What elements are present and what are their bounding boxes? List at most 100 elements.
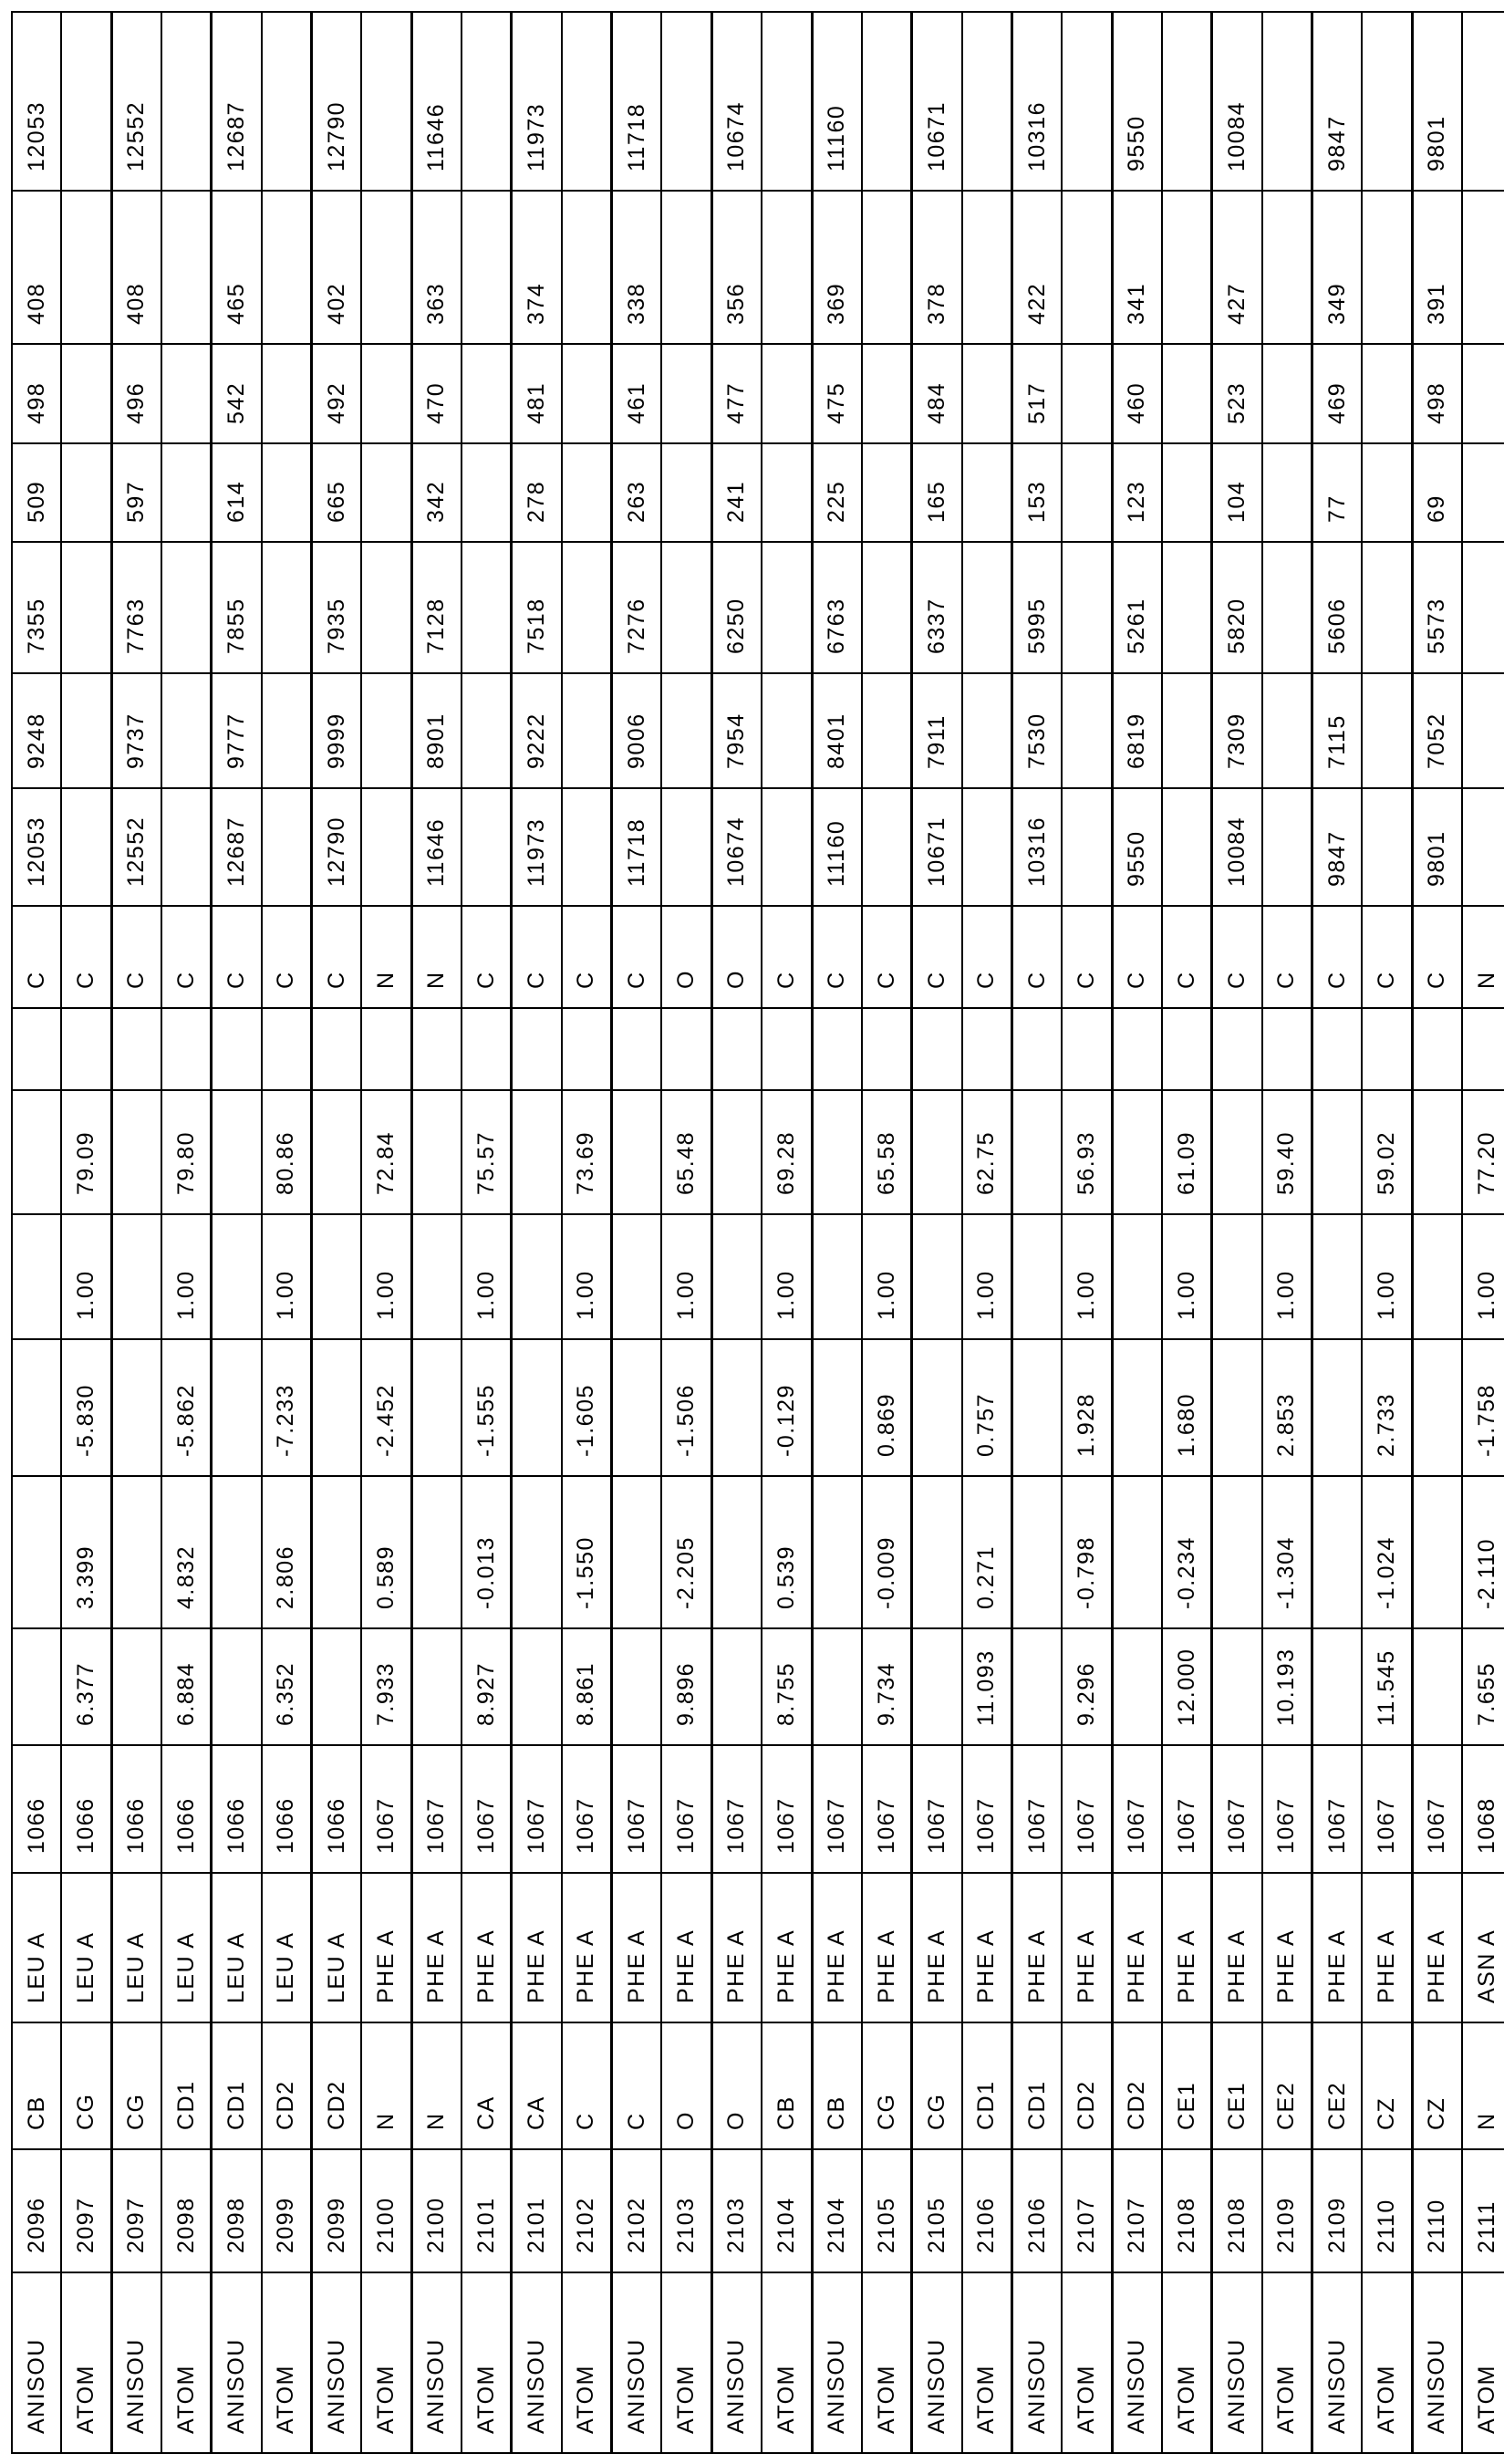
cell-residue-seq: 1067 xyxy=(912,1745,962,1873)
cell-y xyxy=(1011,1476,1062,1628)
cell-serial: 2109 xyxy=(1312,2149,1362,2272)
cell-x: 9.734 xyxy=(862,1628,912,1745)
cell-x: 11.545 xyxy=(1362,1628,1412,1745)
cell-u12: 597 xyxy=(111,443,161,542)
cell-u23: 369 xyxy=(812,191,862,344)
cell-u33 xyxy=(262,542,312,673)
cell-serial: 2105 xyxy=(912,2149,962,2272)
cell-z xyxy=(212,1339,262,1476)
cell-serial: 2103 xyxy=(661,2149,711,2272)
cell-u13: 523 xyxy=(1212,344,1262,443)
cell-b-factor: 80.86 xyxy=(262,1090,312,1214)
cell-atom-name: CD1 xyxy=(161,2022,212,2149)
cell-x xyxy=(1412,1628,1462,1745)
cell-element: C xyxy=(1062,906,1112,1008)
cell-u22: 8901 xyxy=(411,673,462,788)
cell-residue-seq: 1067 xyxy=(1112,1745,1162,1873)
cell-value xyxy=(1362,12,1412,191)
cell-y: 3.399 xyxy=(61,1476,111,1628)
table-row: ANISOU2098CD1LEU A1066C12687977778556145… xyxy=(212,12,262,2453)
cell-y xyxy=(512,1476,562,1628)
cell-residue: LEU A xyxy=(312,1873,362,2022)
cell-atom-name: CE2 xyxy=(1262,2022,1312,2149)
cell-u11: 9801 xyxy=(1412,788,1462,906)
cell-b-factor xyxy=(512,1090,562,1214)
cell-u12 xyxy=(562,443,612,542)
cell-serial: 2109 xyxy=(1262,2149,1312,2272)
cell-u22: 9006 xyxy=(612,673,662,788)
cell-blank xyxy=(1162,1008,1212,1090)
cell-y: -2.110 xyxy=(1462,1476,1504,1628)
cell-serial: 2100 xyxy=(361,2149,411,2272)
cell-u23 xyxy=(1162,191,1212,344)
cell-u33 xyxy=(962,542,1012,673)
cell-element: C xyxy=(612,906,662,1008)
cell-atom-name: CZ xyxy=(1362,2022,1412,2149)
cell-residue-seq: 1067 xyxy=(1362,1745,1412,1873)
cell-blank xyxy=(512,1008,562,1090)
cell-u22: 9222 xyxy=(512,673,562,788)
cell-element: C xyxy=(862,906,912,1008)
cell-atom-name: CG xyxy=(111,2022,161,2149)
cell-u33: 7518 xyxy=(512,542,562,673)
cell-y: 0.539 xyxy=(762,1476,812,1628)
cell-u23 xyxy=(661,191,711,344)
cell-u33: 7855 xyxy=(212,542,262,673)
cell-z xyxy=(912,1339,962,1476)
cell-occupancy xyxy=(612,1214,662,1339)
cell-residue-seq: 1066 xyxy=(61,1745,111,1873)
table-row: ANISOU2106CD1PHE A1067C10316753059951535… xyxy=(1011,12,1062,2453)
cell-occupancy xyxy=(411,1214,462,1339)
cell-value: 10671 xyxy=(912,12,962,191)
cell-serial: 2110 xyxy=(1362,2149,1412,2272)
cell-b-factor: 62.75 xyxy=(962,1090,1012,1214)
cell-u13: 481 xyxy=(512,344,562,443)
cell-serial: 2098 xyxy=(161,2149,212,2272)
cell-z: 1.928 xyxy=(1062,1339,1112,1476)
cell-value xyxy=(262,12,312,191)
table-row: ANISOU2101CAPHE A1067C119739222751827848… xyxy=(512,12,562,2453)
cell-atom-name: CG xyxy=(912,2022,962,2149)
cell-u12 xyxy=(1462,443,1504,542)
cell-u13: 461 xyxy=(612,344,662,443)
cell-value: 11160 xyxy=(812,12,862,191)
cell-y: -2.205 xyxy=(661,1476,711,1628)
cell-blank xyxy=(962,1008,1012,1090)
cell-occupancy: 1.00 xyxy=(661,1214,711,1339)
cell-record-type: ATOM xyxy=(161,2272,212,2453)
cell-u23 xyxy=(862,191,912,344)
cell-u12: 77 xyxy=(1312,443,1362,542)
cell-u12: 165 xyxy=(912,443,962,542)
cell-record-type: ANISOU xyxy=(12,2272,61,2453)
cell-atom-name: CD2 xyxy=(1112,2022,1162,2149)
cell-record-type: ANISOU xyxy=(1011,2272,1062,2453)
rotated-table-page: ANISOU2096CBLEU A1066C120539248735550949… xyxy=(11,13,1491,2454)
cell-occupancy xyxy=(1011,1214,1062,1339)
cell-u11 xyxy=(462,788,512,906)
cell-u22 xyxy=(762,673,812,788)
cell-element: C xyxy=(1162,906,1212,1008)
cell-u13: 484 xyxy=(912,344,962,443)
cell-u22 xyxy=(462,673,512,788)
cell-residue-seq: 1067 xyxy=(661,1745,711,1873)
cell-x xyxy=(1011,1628,1062,1745)
cell-y: -0.798 xyxy=(1062,1476,1112,1628)
cell-u12: 123 xyxy=(1112,443,1162,542)
cell-blank xyxy=(1112,1008,1162,1090)
cell-element: C xyxy=(212,906,262,1008)
cell-b-factor: 61.09 xyxy=(1162,1090,1212,1214)
cell-value: 10316 xyxy=(1011,12,1062,191)
cell-z: -7.233 xyxy=(262,1339,312,1476)
cell-occupancy: 1.00 xyxy=(1262,1214,1312,1339)
table-row: ANISOU2102CPHE A1067C1171890067276263461… xyxy=(612,12,662,2453)
cell-u11: 11646 xyxy=(411,788,462,906)
cell-u33: 6763 xyxy=(812,542,862,673)
cell-x xyxy=(12,1628,61,1745)
cell-u33: 7935 xyxy=(312,542,362,673)
cell-b-factor xyxy=(1011,1090,1062,1214)
cell-serial: 2096 xyxy=(12,2149,61,2272)
cell-serial: 2100 xyxy=(411,2149,462,2272)
cell-u33: 6337 xyxy=(912,542,962,673)
cell-occupancy xyxy=(812,1214,862,1339)
table-row: ATOM2107CD2PHE A10679.296-0.7981.9281.00… xyxy=(1062,12,1112,2453)
